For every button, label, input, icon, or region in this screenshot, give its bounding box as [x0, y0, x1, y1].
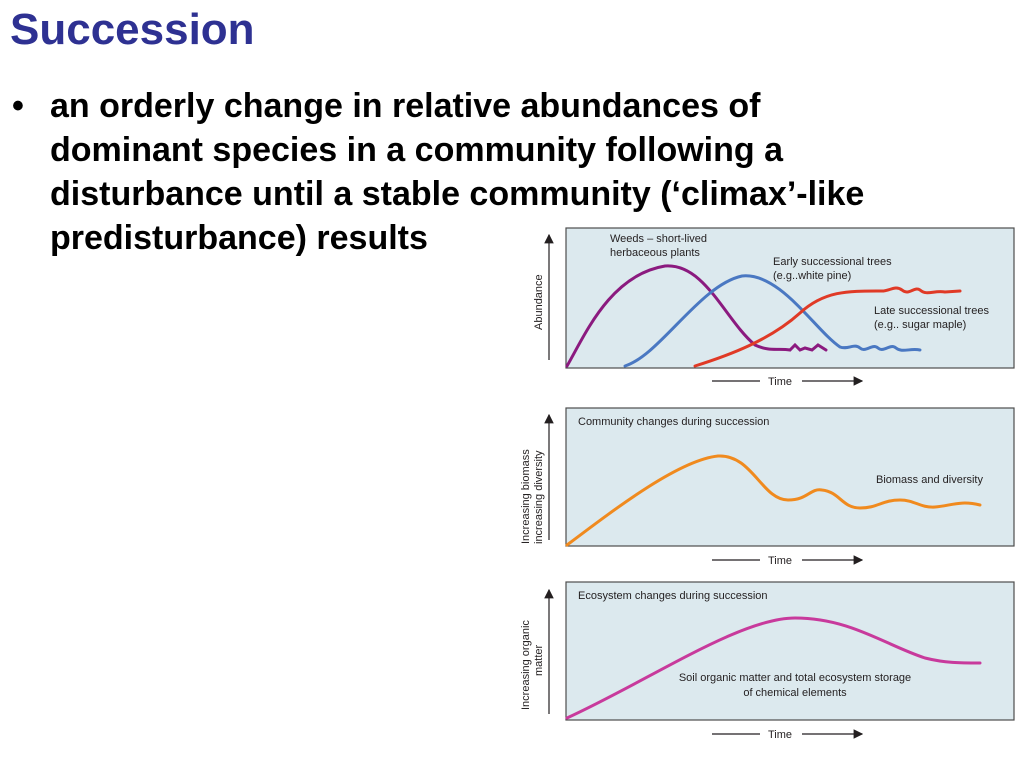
ecosystem-panel-bg	[565, 581, 1015, 721]
biomass-diversity-curve	[565, 454, 982, 547]
biomass-annotation: Biomass and diversity	[876, 474, 983, 486]
bullet-dot: •	[12, 87, 24, 125]
community-x-label: Time	[768, 555, 792, 567]
slide-title: Succession	[10, 5, 255, 54]
bullet-text: an orderly change in relative abundances…	[50, 87, 865, 257]
abundance-x-label: Time	[768, 376, 792, 388]
community-y-label-line2: increasing diversity	[533, 450, 545, 544]
late-trees-annotation-line1: Late successional trees	[874, 305, 989, 317]
early-trees-annotation-line2: (e.g..white pine)	[773, 270, 851, 282]
soil-annotation-line2: of chemical elements	[743, 687, 847, 699]
community-panel: Community changes during succession Incr…	[520, 407, 1015, 567]
weeds-annotation-line1: Weeds – short-lived	[610, 233, 707, 245]
late-trees-curve	[693, 286, 962, 368]
ecosystem-y-label-line1: Increasing organic	[520, 620, 532, 710]
early-trees-annotation-line1: Early successional trees	[773, 256, 892, 268]
community-panel-title: Community changes during succession	[578, 416, 769, 428]
ecosystem-panel-title: Ecosystem changes during succession	[578, 590, 768, 602]
abundance-panel: Abundance Time Weeds – short-lived herba…	[533, 227, 1015, 388]
bullet-point: • an orderly change in relative abundanc…	[12, 84, 902, 260]
soil-organic-matter-curve	[565, 616, 982, 720]
weeds-curve	[565, 264, 828, 368]
ecosystem-y-label-line2: matter	[533, 644, 545, 676]
weeds-annotation-line2: herbaceous plants	[610, 247, 700, 259]
ecosystem-panel: Ecosystem changes during succession Incr…	[520, 581, 1015, 741]
late-trees-annotation-line2: (e.g.. sugar maple)	[874, 319, 966, 331]
early-trees-curve	[623, 274, 922, 368]
soil-annotation-line1: Soil organic matter and total ecosystem …	[679, 672, 911, 684]
community-y-label-line1: Increasing biomass	[520, 449, 532, 544]
community-panel-bg	[565, 407, 1015, 547]
abundance-y-label: Abundance	[533, 274, 545, 330]
ecosystem-x-label: Time	[768, 729, 792, 741]
